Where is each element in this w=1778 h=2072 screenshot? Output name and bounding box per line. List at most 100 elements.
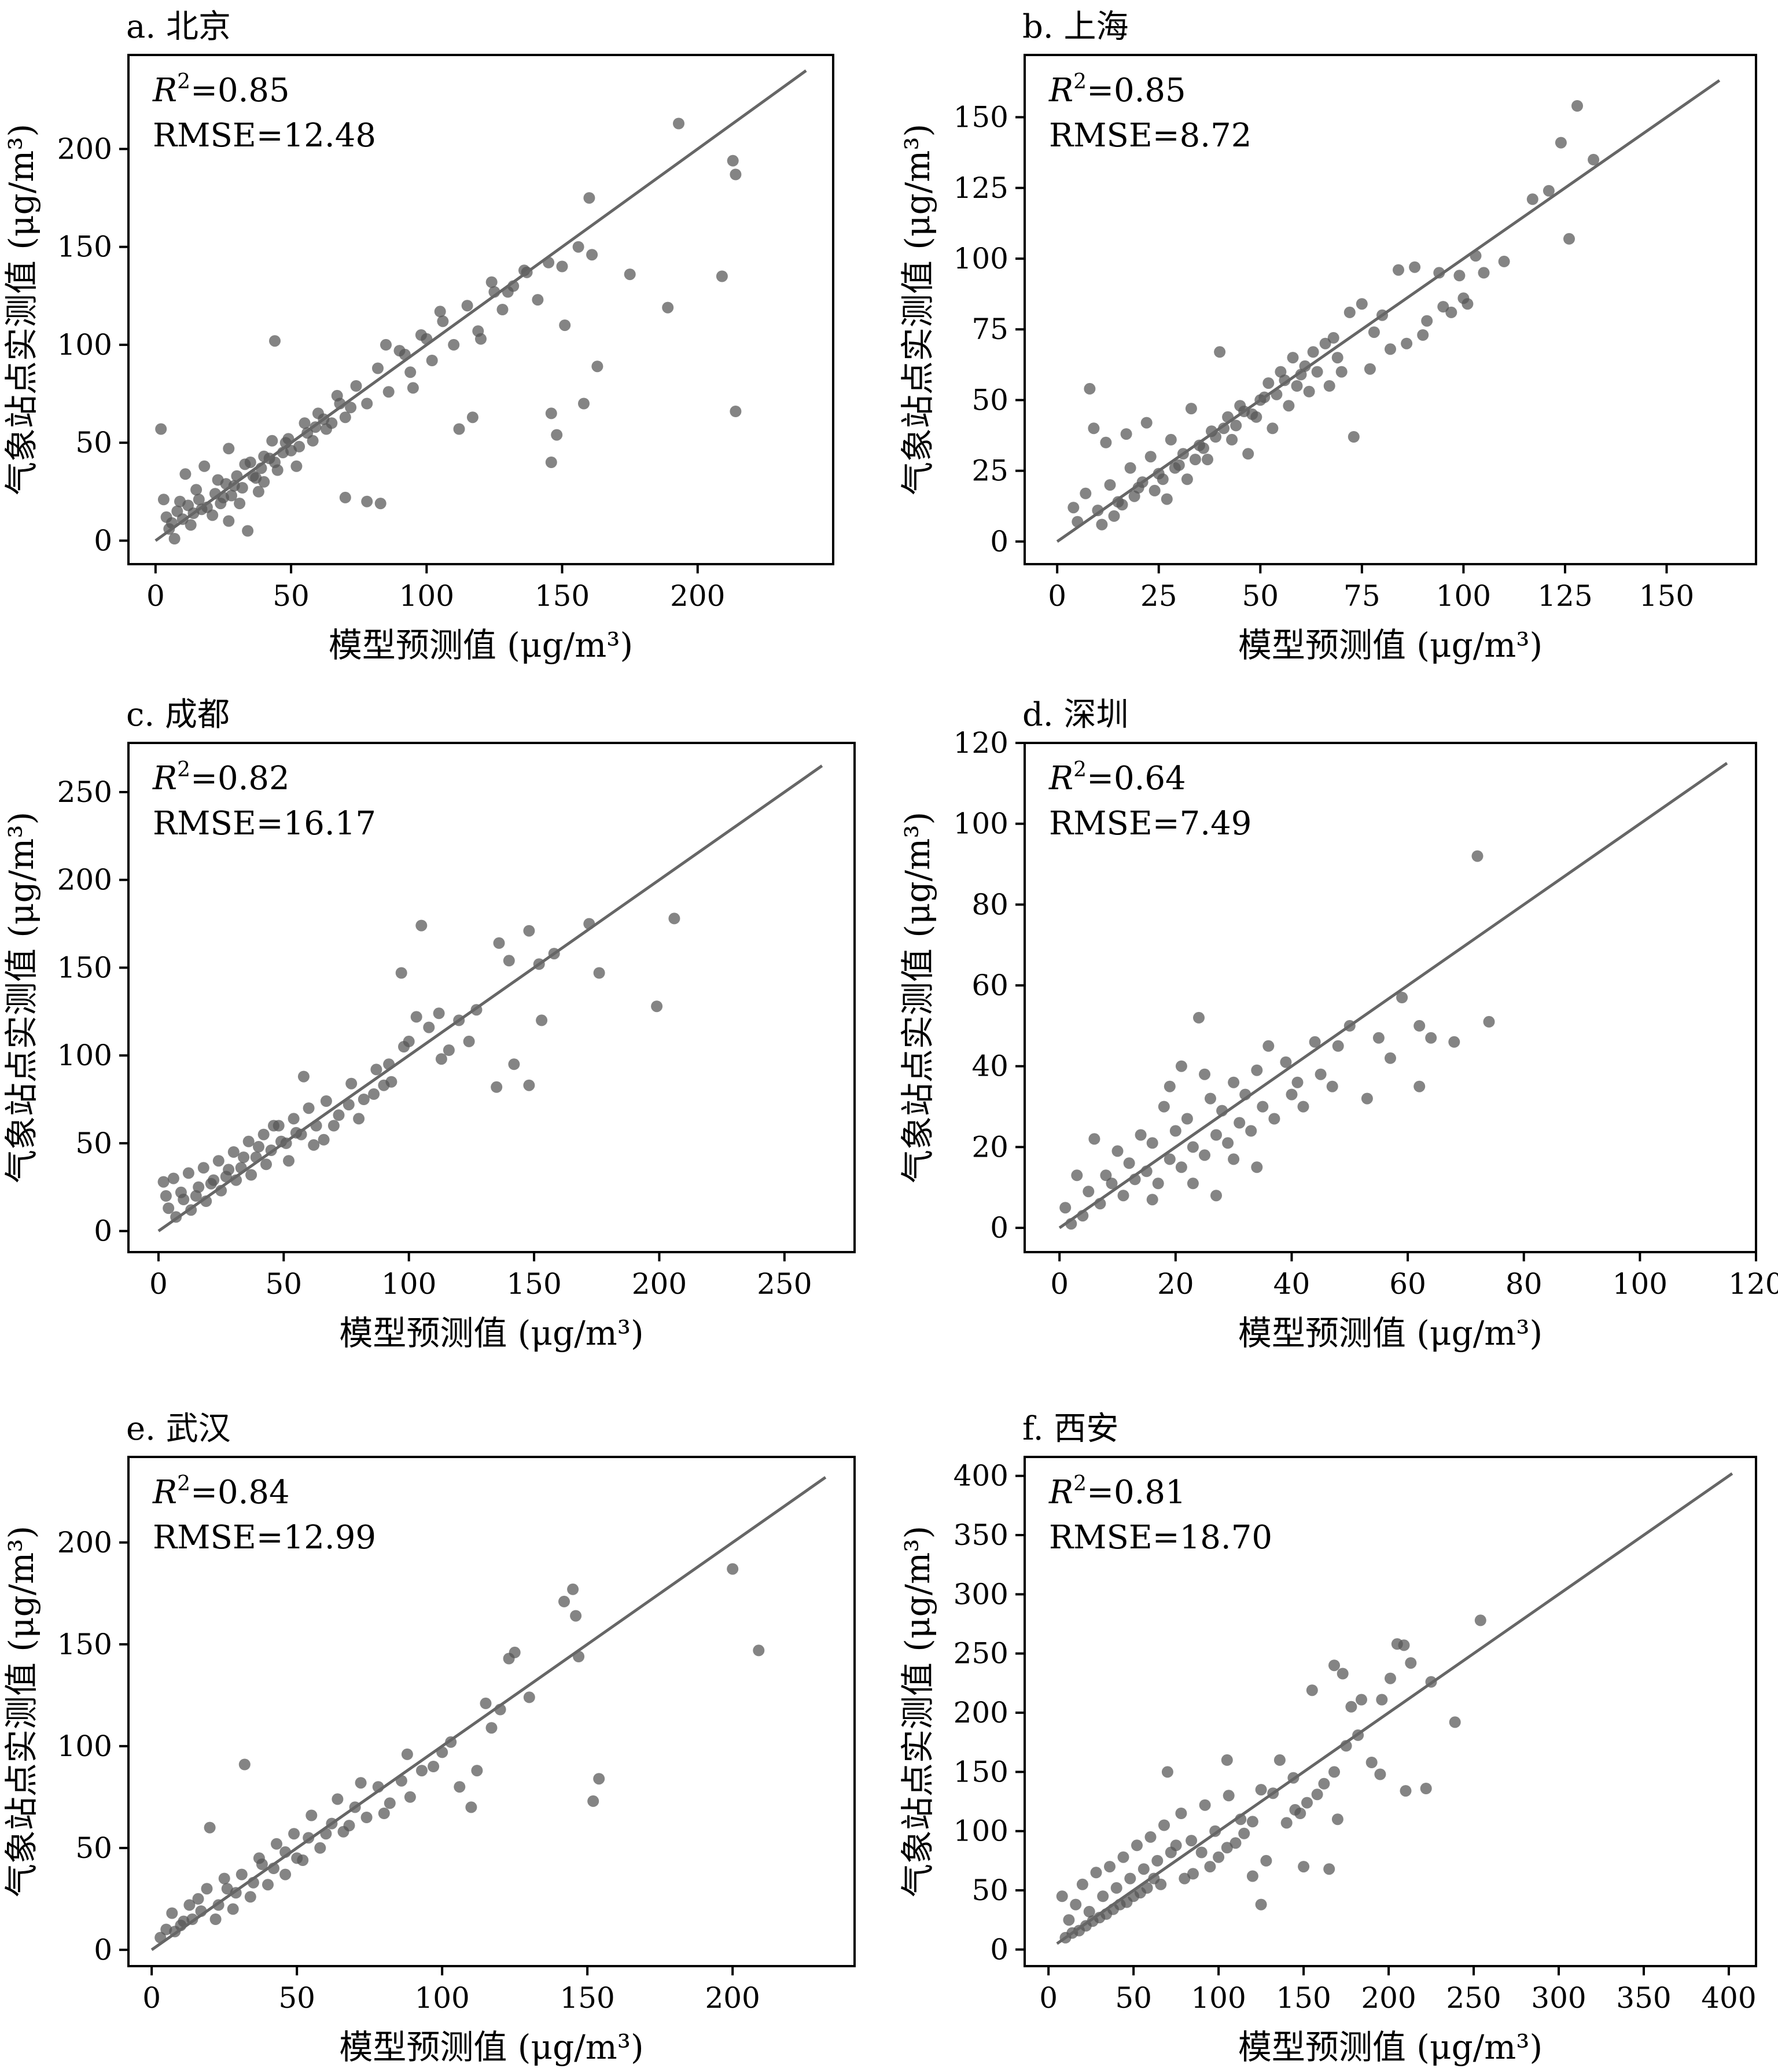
data-point [1100,1169,1112,1182]
data-point [491,1081,503,1093]
data-point [1291,1076,1304,1088]
data-point [558,1595,570,1607]
data-point [279,1868,292,1880]
data-point [1117,1190,1129,1202]
r2-superscript: 2 [1073,758,1087,782]
x-tick-label: 100 [1191,1981,1246,2015]
data-point [532,294,544,306]
data-point [463,1035,475,1047]
data-point [1124,462,1136,474]
y-tick-label: 350 [954,1518,1008,1552]
data-point [1571,100,1583,112]
data-point [236,482,248,494]
y-tick-label: 250 [954,1637,1008,1670]
data-point [209,1913,222,1925]
y-tick-label: 0 [94,1215,112,1248]
data-point [250,472,262,484]
y-tick-label: 125 [954,171,1008,205]
data-points [1067,100,1600,531]
r2-superscript: 2 [1073,1472,1087,1496]
data-point [1413,1080,1426,1092]
data-point [308,1139,320,1151]
data-point [416,1765,428,1777]
data-point [556,260,568,273]
data-point [673,117,684,130]
data-point [730,406,742,417]
data-point [244,457,256,468]
data-point [215,498,227,510]
data-point [485,276,498,288]
data-point [1213,1851,1225,1863]
r2-annotation: R2=0.81 [1048,1472,1186,1511]
data-point [1228,1153,1240,1165]
data-point [1457,292,1470,304]
data-point [1222,1137,1234,1149]
data-point [168,533,181,544]
x-tick-label: 300 [1531,1981,1586,2015]
data-point [1291,380,1303,392]
y-tick-label: 0 [94,524,112,557]
data-point [1144,451,1157,463]
data-point [1409,261,1421,273]
plot-frame [127,742,856,1253]
data-point [353,1113,365,1125]
y-tick-label: 50 [971,383,1008,417]
x-tick-label: 200 [705,1981,760,2015]
data-point [157,1176,170,1188]
data-point [496,304,509,315]
y-tick-label: 250 [57,775,112,809]
data-point [1420,1783,1432,1794]
data-point [1421,315,1433,327]
data-point [1063,1914,1075,1926]
data-point [1297,1101,1309,1113]
x-axis-title: 模型预测值 (μg/m³) [1238,1313,1543,1353]
data-point [1161,1766,1173,1778]
data-point [393,345,406,357]
data-point [318,1133,330,1146]
data-point [290,460,303,472]
data-point [223,515,235,527]
data-point [508,1058,520,1070]
r2-annotation: R2=0.82 [152,758,290,797]
data-point [1108,510,1120,522]
data-point [1391,1638,1403,1650]
data-point [1328,1766,1340,1778]
data-point [1332,1040,1344,1052]
y-tick-label: 100 [954,242,1008,275]
data-point [227,1903,239,1915]
data-point [1331,1813,1343,1826]
data-point [1187,1141,1199,1153]
data-point [1298,1861,1310,1873]
data-point [1059,1202,1072,1214]
y-tick-label: 150 [954,101,1008,134]
data-point [1449,1716,1461,1728]
data-point [480,1697,492,1709]
x-axis-title: 模型预测值 (μg/m³) [329,625,633,665]
data-point [1067,502,1080,514]
data-point [1327,332,1339,344]
x-axis-title: 模型预测值 (μg/m³) [339,1313,643,1353]
data-point [1262,377,1275,389]
data-point [753,1644,765,1657]
panel-title: c. 成都 [126,696,230,734]
data-point [271,1838,282,1850]
data-point [218,1872,230,1885]
x-axis-title: 模型预测值 (μg/m³) [1238,2027,1543,2067]
data-point [1307,346,1319,358]
data-point [1146,1194,1158,1206]
data-point [727,1563,739,1575]
data-point [1071,1169,1083,1182]
data-point [1417,329,1429,341]
data-point [587,1795,599,1807]
data-point [559,319,571,332]
data-point [1345,1701,1357,1713]
data-point [1111,1145,1124,1157]
data-point [380,338,392,351]
data-points [1059,850,1495,1230]
data-point [1348,431,1360,443]
data-point [1083,1905,1095,1918]
y-tick-label: 400 [954,1459,1008,1493]
data-point [1234,1117,1246,1129]
data-point [192,1893,204,1905]
data-point [227,1146,240,1158]
